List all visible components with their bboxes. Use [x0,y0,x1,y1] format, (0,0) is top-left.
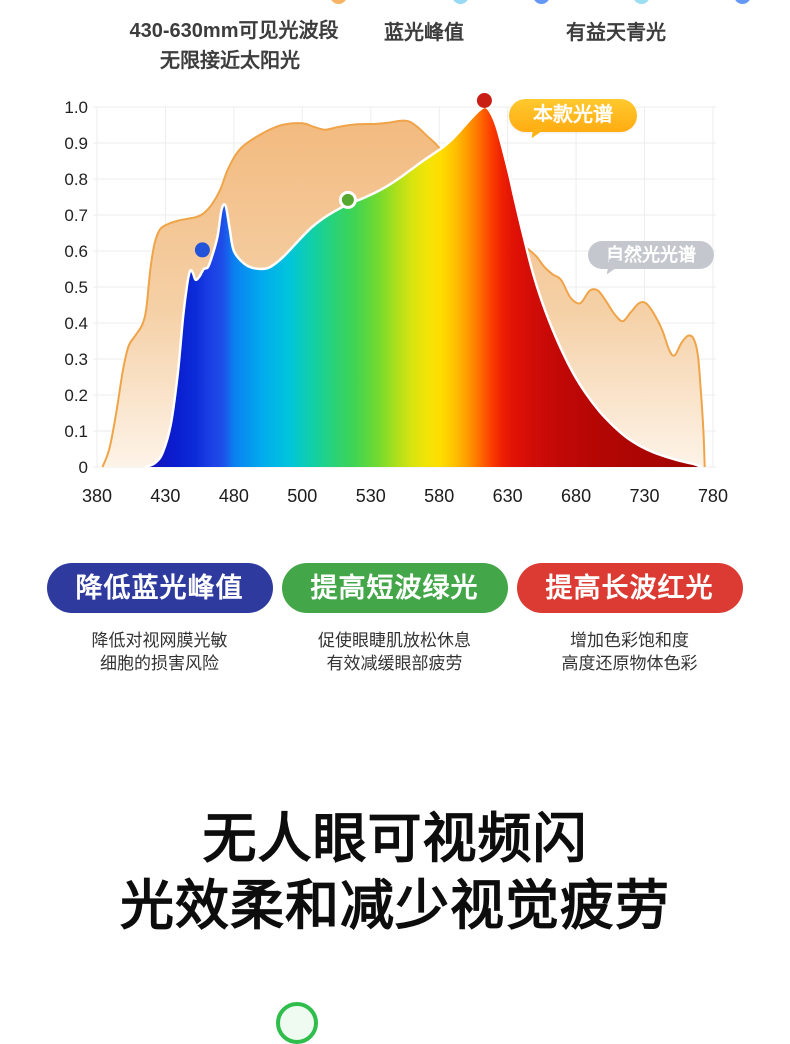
y-tick-label: 0.9 [64,134,88,153]
y-tick-label: 1.0 [64,98,88,117]
y-tick-label: 0.2 [64,386,88,405]
x-tick-label: 500 [287,486,317,506]
badge-red-light-desc: 增加色彩饱和度 高度还原物体色彩 [512,629,747,675]
x-tick-label: 730 [629,486,659,506]
badge-green-light: 提高短波绿光 促使眼睫肌放松休息 有效减缓眼部疲劳 [277,563,512,675]
badge-green-light-pill: 提高短波绿光 [281,563,508,613]
spectrum-chart: 0 0.1 0.2 0.3 0.4 0.5 0.6 0.7 0.8 0.9 1.0 380 430 480… [64,93,728,506]
y-tick-label: 0.4 [64,314,88,333]
badge-red-light-desc-line1: 增加色彩饱和度 [570,631,689,650]
x-tick-label: 780 [698,486,728,506]
next-section-ring-icon [276,1002,318,1044]
y-tick-label: 0.3 [64,350,88,369]
blue-peak-dot [194,242,210,258]
cutoff-circle-icon [452,0,469,4]
cutoff-circle-icon [734,0,751,4]
product-spectrum-edge [144,105,703,469]
x-tick-label: 630 [493,486,523,506]
product-spectrum-area [144,106,702,467]
band-annotation-line1: 430-630mm可见光波段 [129,20,339,42]
benefit-badges-row: 降低蓝光峰值 降低对视网膜光敏 细胞的损害风险 提高短波绿光 促使眼睫肌放松休息… [42,563,747,675]
y-tick-label: 0.1 [64,422,88,441]
badge-green-light-desc: 促使眼睫肌放松休息 有效减缓眼部疲劳 [277,629,512,675]
blue-peak-annotation: 蓝光峰值 [384,22,464,44]
y-tick-label: 0.5 [64,278,88,297]
y-tick-label: 0 [79,458,88,477]
y-tick-label: 0.6 [64,242,88,261]
sky-light-annotation: 有益天青光 [566,22,666,44]
cutoff-circle-icon [533,0,550,4]
cutoff-circle-icon [633,0,650,4]
page-headline: 无人眼可视频闪 光效柔和减少视觉疲劳 [0,806,790,940]
x-tick-label: 480 [219,486,249,506]
badge-red-light-pill: 提高长波红光 [516,563,743,613]
band-annotation-line2: 无限接近太阳光 [160,50,300,72]
badge-red-light-desc-line2: 高度还原物体色彩 [561,654,698,673]
cutoff-circle-icon [330,0,347,4]
x-tick-label: 430 [150,486,180,506]
y-tick-label: 0.7 [64,206,88,225]
natural-spectrum-bubble: 自然光光谱 [588,241,714,269]
x-tick-label: 680 [561,486,591,506]
natural-spectrum-bubble-label: 自然光光谱 [588,241,714,269]
y-tick-label: 0.8 [64,170,88,189]
badge-blue-light-desc-line1: 降低对视网膜光敏 [91,631,228,650]
badge-red-light: 提高长波红光 增加色彩饱和度 高度还原物体色彩 [512,563,747,675]
badge-blue-light-pill: 降低蓝光峰值 [46,563,273,613]
x-tick-label: 380 [82,486,112,506]
x-tick-label: 580 [424,486,454,506]
badge-blue-light-desc-line2: 细胞的损害风险 [100,654,219,673]
badge-green-light-desc-line1: 促使眼睫肌放松休息 [318,631,471,650]
badge-blue-light: 降低蓝光峰值 降低对视网膜光敏 细胞的损害风险 [42,563,277,675]
red-peak-dot [476,93,492,108]
x-tick-label: 530 [356,486,386,506]
product-spectrum-bubble-label: 本款光谱 [509,99,637,132]
headline-line1: 无人眼可视频闪 [202,809,588,869]
headline-line2: 光效柔和减少视觉疲劳 [120,876,670,936]
product-spectrum-bubble: 本款光谱 [509,99,637,132]
green-dot [338,190,357,209]
badge-green-light-desc-line2: 有效减缓眼部疲劳 [326,654,463,673]
badge-blue-light-desc: 降低对视网膜光敏 细胞的损害风险 [42,629,277,675]
